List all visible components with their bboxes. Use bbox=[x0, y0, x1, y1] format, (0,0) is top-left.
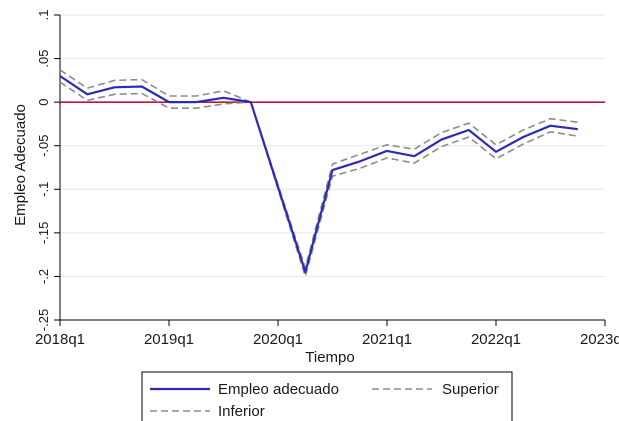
data-point-superior bbox=[59, 69, 61, 71]
x-tick-label: 2021q1 bbox=[362, 331, 412, 348]
legend-label-empleo-adecuado: Empleo adecuado bbox=[218, 381, 339, 398]
data-point-superior bbox=[86, 87, 88, 89]
data-point-empleo-adecuado bbox=[86, 94, 88, 96]
data-point-empleo-adecuado bbox=[304, 271, 306, 273]
plot-frame bbox=[59, 15, 605, 321]
x-axis-label: Tiempo bbox=[305, 349, 354, 366]
y-tick-label: -.2 bbox=[36, 269, 51, 284]
data-point-empleo-adecuado bbox=[59, 75, 61, 77]
data-point-empleo-adecuado bbox=[495, 151, 497, 153]
data-point-inferior bbox=[495, 158, 497, 160]
data-point-inferior bbox=[577, 135, 579, 137]
data-point-superior bbox=[550, 118, 552, 120]
data-point-empleo-adecuado bbox=[577, 128, 579, 130]
data-point-empleo-adecuado bbox=[441, 139, 443, 141]
x-tick-label: 2019q1 bbox=[144, 331, 194, 348]
x-axis: 2018q1 2019q1 2020q1 2021q1 2022q1 2023q1 bbox=[35, 320, 619, 348]
x-tick-label: 2020q1 bbox=[253, 331, 303, 348]
data-point-empleo-adecuado bbox=[468, 129, 470, 131]
y-axis: .1 .05 0 -.05 -.1 -.15 -.2 -.25 bbox=[36, 10, 60, 331]
data-point-inferior bbox=[413, 162, 415, 164]
data-point-empleo-adecuado bbox=[332, 169, 334, 171]
data-point-superior bbox=[195, 95, 197, 97]
y-tick-label: -.05 bbox=[36, 135, 51, 157]
legend-box bbox=[141, 371, 513, 421]
x-tick-label: 2023q1 bbox=[580, 331, 619, 348]
data-point-inferior bbox=[86, 100, 88, 102]
data-point-empleo-adecuado bbox=[359, 161, 361, 163]
legend-label-superior: Superior bbox=[442, 381, 499, 398]
data-point-empleo-adecuado bbox=[413, 155, 415, 157]
data-point-empleo-adecuado bbox=[250, 101, 252, 103]
data-point-superior bbox=[386, 144, 388, 146]
y-tick-label: 0 bbox=[36, 99, 51, 106]
series-line-superior bbox=[59, 69, 578, 269]
gridlines bbox=[60, 14, 605, 321]
data-point-empleo-adecuado bbox=[141, 86, 143, 88]
data-point-inferior bbox=[468, 136, 470, 138]
data-point-empleo-adecuado bbox=[550, 125, 552, 127]
data-point-superior bbox=[168, 95, 170, 97]
data-point-empleo-adecuado bbox=[195, 101, 197, 103]
y-tick-label: -.1 bbox=[36, 182, 51, 197]
data-point-inferior bbox=[195, 107, 197, 109]
y-tick-label: .05 bbox=[36, 50, 51, 68]
data-point-inferior bbox=[550, 131, 552, 133]
x-tick-label: 2018q1 bbox=[35, 331, 85, 348]
data-point-inferior bbox=[522, 143, 524, 145]
data-point-empleo-adecuado bbox=[386, 150, 388, 152]
y-tick-label: -.25 bbox=[36, 309, 51, 331]
data-point-superior bbox=[495, 144, 497, 146]
data-point-superior bbox=[332, 163, 334, 165]
data-point-empleo-adecuado bbox=[522, 136, 524, 138]
data-point-inferior bbox=[59, 81, 61, 83]
y-axis-label: Empleo Adecuado bbox=[12, 104, 29, 226]
y-tick-label: -.15 bbox=[36, 222, 51, 244]
data-point-superior bbox=[441, 132, 443, 134]
series-group bbox=[59, 69, 579, 278]
y-tick-label: .1 bbox=[36, 10, 51, 21]
data-point-inferior bbox=[141, 93, 143, 95]
data-point-inferior bbox=[114, 94, 116, 96]
data-point-inferior bbox=[304, 276, 306, 278]
data-point-superior bbox=[359, 154, 361, 156]
data-point-superior bbox=[522, 129, 524, 131]
data-point-empleo-adecuado bbox=[168, 101, 170, 103]
legend-label-inferior: Inferior bbox=[218, 403, 265, 420]
data-point-superior bbox=[141, 79, 143, 81]
data-point-inferior bbox=[359, 168, 361, 170]
data-point-empleo-adecuado bbox=[114, 87, 116, 89]
data-point-inferior bbox=[168, 107, 170, 109]
data-point-superior bbox=[114, 80, 116, 82]
data-point-superior bbox=[223, 90, 225, 92]
data-point-inferior bbox=[223, 103, 225, 105]
data-point-superior bbox=[468, 122, 470, 124]
legend: Empleo adecuado Superior Inferior bbox=[141, 371, 513, 421]
x-tick-label: 2022q1 bbox=[471, 331, 521, 348]
data-point-inferior bbox=[441, 146, 443, 148]
data-point-empleo-adecuado bbox=[223, 97, 225, 99]
series-line-inferior bbox=[59, 81, 578, 278]
data-point-inferior bbox=[386, 157, 388, 159]
series-line-empleo-adecuado bbox=[59, 75, 578, 274]
data-point-superior bbox=[413, 148, 415, 150]
data-point-superior bbox=[577, 121, 579, 123]
